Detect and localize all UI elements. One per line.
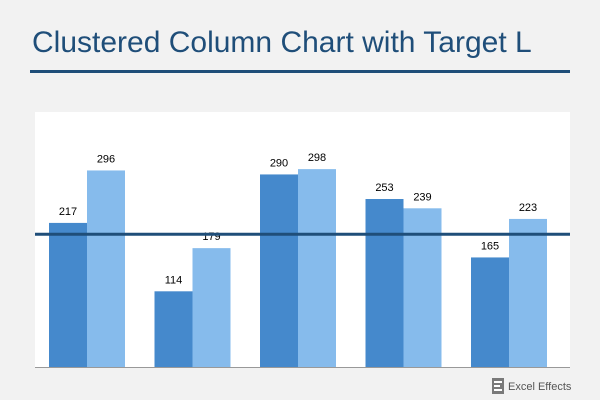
- data-label-series-2-5: 223: [519, 202, 537, 214]
- bar-series-2-1: [87, 170, 125, 367]
- data-label-series-1-4: 253: [375, 182, 393, 194]
- bar-series-1-2: [154, 291, 193, 367]
- data-label-series-2-3: 298: [308, 152, 326, 164]
- title-divider: [30, 70, 570, 73]
- data-label-series-1-2: 114: [165, 274, 183, 286]
- bar-series-1-4: [365, 199, 404, 367]
- bar-series-2-2: [192, 248, 231, 367]
- excel-effects-logo-icon: [492, 378, 504, 394]
- bar-series-2-5: [509, 218, 547, 367]
- chart-title: Clustered Column Chart with Target L: [32, 26, 532, 59]
- bar-series-1-5: [471, 257, 509, 367]
- data-label-series-2-4: 239: [413, 191, 431, 203]
- bar-series-1-1: [49, 222, 87, 367]
- bar-series-2-4: [403, 208, 442, 367]
- bar-series-2-3: [298, 169, 336, 367]
- logo-text: Excel Effects: [508, 381, 572, 393]
- data-label-series-2-1: 296: [97, 153, 115, 165]
- data-label-series-1-3: 290: [270, 157, 288, 169]
- bar-series-1-3: [260, 174, 298, 367]
- data-label-series-1-1: 217: [59, 206, 77, 218]
- data-label-series-1-5: 165: [481, 240, 499, 252]
